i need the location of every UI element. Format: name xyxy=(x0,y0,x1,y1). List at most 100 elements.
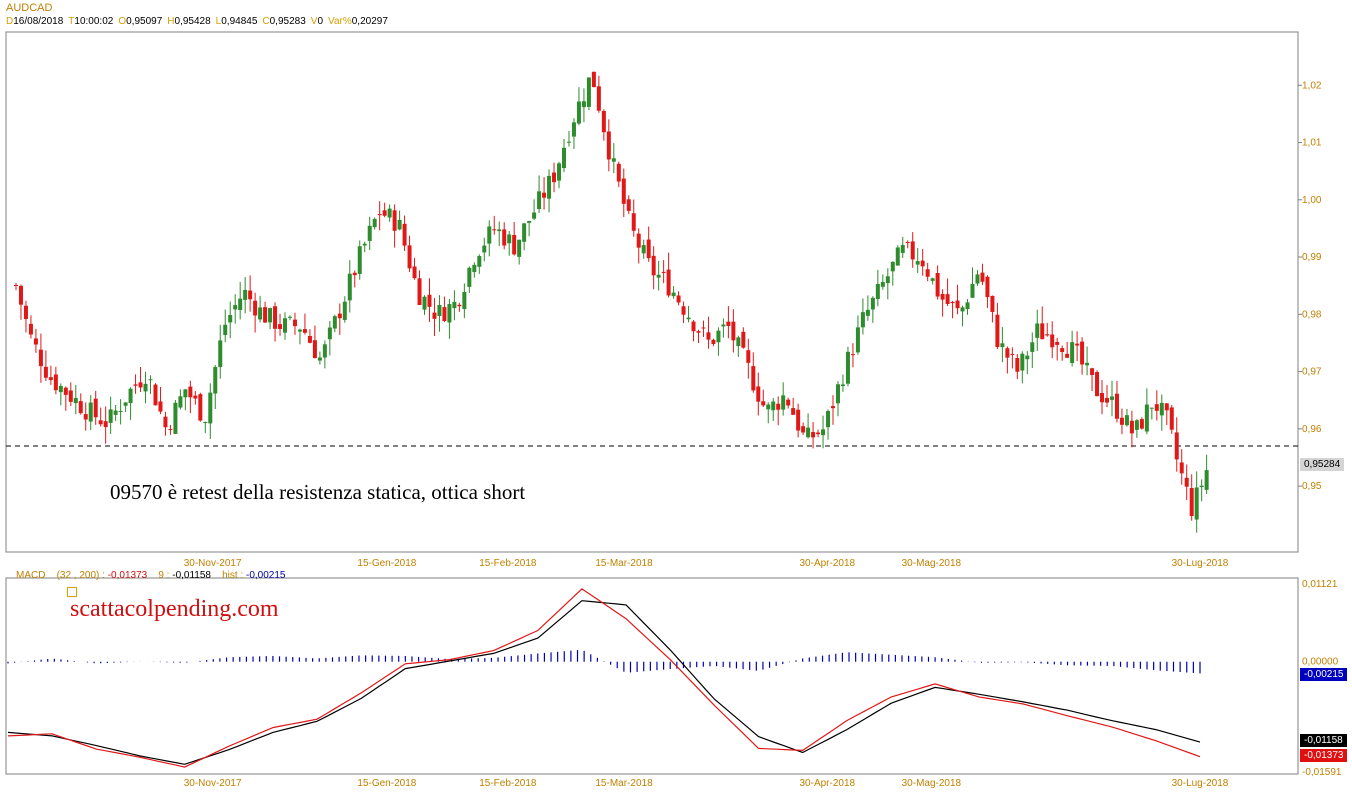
candle-down xyxy=(1154,404,1159,411)
date-tick-label: 30-Mag-2018 xyxy=(902,558,962,569)
candle-up xyxy=(482,245,487,253)
ohlc-key-7: Var% xyxy=(328,16,352,27)
candle-up xyxy=(522,223,527,242)
candle-down xyxy=(751,366,756,391)
candle-up xyxy=(1070,342,1075,363)
candle-up xyxy=(721,324,726,327)
candle-up xyxy=(297,329,302,332)
candle-down xyxy=(552,172,557,183)
candle-down xyxy=(910,241,915,260)
candle-down xyxy=(591,71,596,88)
candle-down xyxy=(701,327,706,329)
candle-down xyxy=(1080,341,1085,365)
candle-up xyxy=(462,291,467,309)
candle-up xyxy=(238,298,243,310)
last-price-tag: 0,95284 xyxy=(1300,458,1345,471)
candle-down xyxy=(726,321,731,326)
ohlc-value-1: 10:00:02 xyxy=(74,16,114,27)
macd-tick-label: 0,00000 xyxy=(1302,657,1339,668)
candle-down xyxy=(711,339,716,345)
candle-down xyxy=(1169,407,1174,430)
candle-up xyxy=(507,234,512,244)
candle-up xyxy=(581,101,586,108)
price-tick-label: 0,95 xyxy=(1302,481,1322,492)
candle-up xyxy=(213,367,218,394)
candle-down xyxy=(417,278,422,306)
ohlc-value-0: 16/08/2018 xyxy=(13,16,64,27)
ohlc-value-6: 0 xyxy=(317,16,324,27)
date-tick-label: 30-Apr-2018 xyxy=(800,558,856,569)
candle-up xyxy=(487,226,492,244)
candle-up xyxy=(437,304,442,316)
candle-down xyxy=(402,223,407,246)
date-tick-label: 30-Nov-2017 xyxy=(184,558,242,569)
candle-up xyxy=(228,315,233,323)
candle-down xyxy=(1100,393,1105,403)
candle-down xyxy=(248,290,253,300)
candle-up xyxy=(1000,343,1005,348)
candle-down xyxy=(811,432,816,438)
candle-up xyxy=(367,225,372,241)
candle-down xyxy=(791,408,796,415)
price-panel xyxy=(5,31,1299,553)
candle-up xyxy=(641,245,646,254)
candle-up xyxy=(821,429,826,436)
candle-up xyxy=(527,221,532,223)
candle-down xyxy=(502,229,507,246)
candle-up xyxy=(372,218,377,228)
candle-down xyxy=(377,214,382,216)
candle-down xyxy=(392,210,397,231)
macd-params: (32 , 200) : xyxy=(56,570,105,581)
candle-down xyxy=(681,306,686,315)
candle-up xyxy=(875,283,880,299)
candle-down xyxy=(1015,357,1020,372)
candle-up xyxy=(771,401,776,411)
candle-down xyxy=(273,306,278,329)
ohlc-value-7: 0,20297 xyxy=(351,16,388,27)
candle-down xyxy=(995,314,1000,347)
candle-down xyxy=(63,387,68,395)
candle-up xyxy=(203,422,208,424)
candle-down xyxy=(1139,419,1144,429)
candle-down xyxy=(83,414,88,420)
candle-down xyxy=(442,307,447,321)
candle-down xyxy=(626,199,631,211)
symbol-title: AUDCAD xyxy=(6,2,53,14)
candle-up xyxy=(566,141,571,143)
candle-down xyxy=(666,269,671,296)
candle-up xyxy=(716,330,721,343)
candle-up xyxy=(930,278,935,281)
candle-up xyxy=(806,427,811,438)
macd-date-tick-label: 30-Nov-2017 xyxy=(184,778,242,789)
candle-down xyxy=(198,394,203,421)
macd-value-tag: -0,01373 xyxy=(1300,749,1348,762)
macd-date-tick-label: 30-Mag-2018 xyxy=(902,778,962,789)
macd-date-tick-label: 15-Feb-2018 xyxy=(479,778,537,789)
candle-down xyxy=(93,398,98,418)
macd-label: MACD xyxy=(16,570,46,581)
candle-down xyxy=(1114,393,1119,419)
candle-down xyxy=(168,428,173,430)
candle-down xyxy=(1055,341,1060,345)
candle-down xyxy=(631,213,636,231)
candle-up xyxy=(258,307,263,320)
candle-up xyxy=(183,389,188,398)
candle-up xyxy=(327,327,332,340)
candle-up xyxy=(561,147,566,169)
candle-down xyxy=(193,395,198,399)
candle-up xyxy=(1035,323,1040,338)
price-tick-label: 0,97 xyxy=(1302,367,1322,378)
candle-down xyxy=(935,272,940,297)
candle-down xyxy=(706,332,711,340)
candle-up xyxy=(208,392,213,424)
ohlc-key-2: O xyxy=(118,16,127,27)
candle-down xyxy=(352,272,357,276)
candle-down xyxy=(746,350,751,363)
candle-down xyxy=(492,229,497,231)
candle-up xyxy=(532,212,537,219)
candle-down xyxy=(741,331,746,348)
price-tick-label: 1,01 xyxy=(1302,138,1322,149)
candle-down xyxy=(731,321,736,341)
candle-down xyxy=(850,354,855,356)
